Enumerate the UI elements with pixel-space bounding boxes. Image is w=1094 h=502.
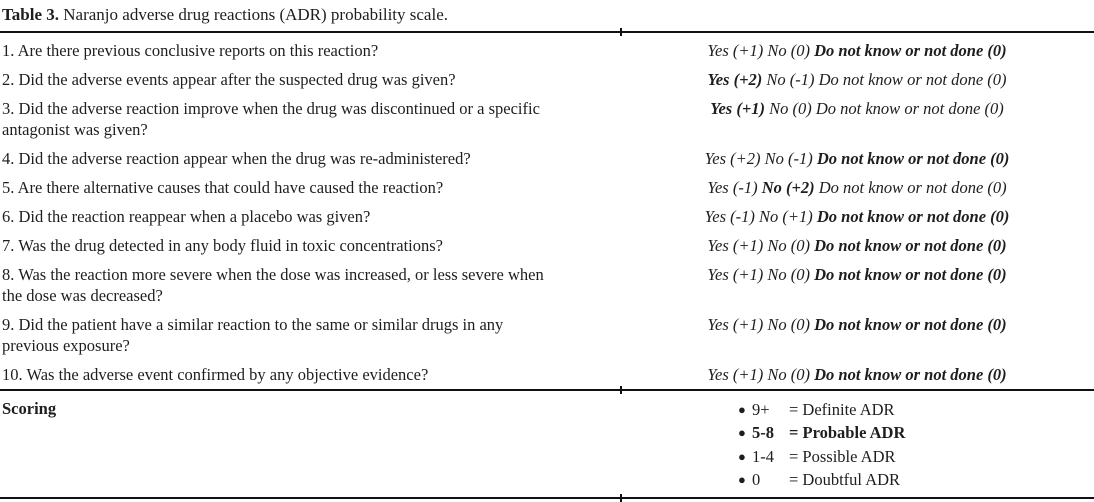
answer-option: No (0)	[767, 365, 810, 384]
table-number: Table 3.	[2, 5, 60, 24]
answer-options: Yes (-1) No (+2) Do not know or not done…	[620, 177, 1094, 198]
table-caption: Table 3. Naranjo adverse drug reactions …	[0, 0, 1094, 31]
answer-option: Do not know or not done (0)	[814, 315, 1007, 334]
answer-option: Yes (+1)	[707, 315, 764, 334]
score-range: 1-4	[752, 446, 774, 466]
answer-options: Yes (+2) No (-1) Do not know or not done…	[620, 148, 1094, 169]
question-text: 2. Did the adverse events appear after t…	[2, 70, 456, 89]
bottom-rule	[0, 493, 1094, 502]
answer-option: No (-1)	[766, 70, 815, 89]
bullet-icon: ●	[738, 401, 746, 417]
score-label: = Possible ADR	[789, 446, 896, 466]
scoring-rule	[0, 386, 1094, 394]
answer-options: Yes (+1) No (0) Do not know or not done …	[620, 98, 1094, 119]
table-row-q5: 5. Are there alternative causes that cou…	[0, 173, 1094, 202]
answer-option: No (0)	[767, 265, 810, 284]
question-text: 7. Was the drug detected in any body flu…	[2, 236, 443, 255]
answer-option: Yes (+1)	[710, 99, 765, 118]
scoring-heading: Scoring	[2, 398, 57, 418]
answer-option: No (+1)	[758, 207, 813, 226]
score-range: 5-8	[752, 423, 774, 442]
answer-option: Do not know or not done (0)	[814, 41, 1007, 60]
answer-option: Yes (+1)	[707, 265, 764, 284]
answer-option: Do not know or not done (0)	[816, 207, 1010, 226]
answer-options: Yes (-1) No (+1) Do not know or not done…	[620, 206, 1094, 227]
answer-option: Yes (-1)	[707, 178, 758, 197]
column-divider-tick	[620, 386, 622, 394]
answer-option: Do not know or not done (0)	[815, 99, 1004, 118]
table-row-q1: 1. Are there previous conclusive reports…	[0, 36, 1094, 65]
table-row-q10: 10. Was the adverse event confirmed by a…	[0, 360, 1094, 389]
table-row-q9: 9. Did the patient have a similar reacti…	[0, 310, 1094, 360]
table-row-q7: 7. Was the drug detected in any body flu…	[0, 231, 1094, 260]
answer-option: Yes (+2)	[704, 149, 761, 168]
question-text: 5. Are there alternative causes that cou…	[2, 178, 444, 197]
scoring-item: ● 5-8 = Probable ADR	[738, 421, 1094, 445]
question-text: 10. Was the adverse event confirmed by a…	[2, 365, 429, 384]
question-text: 8. Was the reaction more severe when the…	[2, 265, 544, 305]
question-text: 4. Did the adverse reaction appear when …	[2, 149, 471, 168]
table-row-q2: 2. Did the adverse events appear after t…	[0, 65, 1094, 94]
question-text: 6. Did the reaction reappear when a plac…	[2, 207, 371, 226]
bullet-icon: ●	[738, 472, 746, 487]
table-row-q4: 4. Did the adverse reaction appear when …	[0, 144, 1094, 173]
answer-options: Yes (+1) No (0) Do not know or not done …	[620, 264, 1094, 285]
answer-option: Yes (+1)	[707, 365, 764, 384]
answer-option: Yes (-1)	[704, 207, 755, 226]
table-row-q8: 8. Was the reaction more severe when the…	[0, 260, 1094, 310]
answer-option: No (0)	[767, 41, 810, 60]
score-label: = Probable ADR	[789, 423, 906, 442]
score-label: = Doubtful ADR	[789, 470, 901, 489]
answer-options: Yes (+1) No (0) Do not know or not done …	[620, 364, 1094, 385]
answer-option: Do not know or not done (0)	[814, 236, 1007, 255]
table-row-q3: 3. Did the adverse reaction improve when…	[0, 94, 1094, 144]
score-range: 0	[752, 470, 761, 489]
questions-list: 1. Are there previous conclusive reports…	[0, 33, 1094, 389]
answer-option: Do not know or not done (0)	[816, 149, 1010, 168]
header-rule	[0, 28, 1094, 36]
answer-option: Yes (+2)	[707, 70, 763, 89]
question-text: 1. Are there previous conclusive reports…	[2, 41, 379, 60]
answer-option: Do not know or not done (0)	[814, 365, 1007, 384]
column-divider-tick	[620, 493, 622, 502]
answer-option: Yes (+1)	[707, 236, 764, 255]
bullet-icon: ●	[738, 448, 746, 464]
score-range: 9+	[752, 399, 770, 419]
scoring-item: ● 9+ = Definite ADR	[738, 398, 1094, 422]
answer-options: Yes (+1) No (0) Do not know or not done …	[620, 40, 1094, 61]
answer-option: Do not know or not done (0)	[818, 70, 1007, 89]
answer-option: Do not know or not done (0)	[814, 265, 1007, 284]
scoring-section: Scoring ● 9+ = Definite ADR ● 5-8 = Probable …	[0, 391, 1094, 497]
question-text: 9. Did the patient have a similar reacti…	[2, 315, 504, 355]
answer-option: No (0)	[767, 236, 810, 255]
answer-option: No (-1)	[764, 149, 813, 168]
answer-option: Do not know or not done (0)	[818, 178, 1007, 197]
answer-option: No (0)	[769, 99, 812, 118]
score-label: = Definite ADR	[789, 399, 895, 419]
scoring-item: ● 1-4 = Possible ADR	[738, 445, 1094, 469]
scoring-item: ● 0 = Doubtful ADR	[738, 468, 1094, 492]
column-divider-tick	[620, 28, 622, 36]
bullet-icon: ●	[738, 425, 746, 440]
answer-options: Yes (+1) No (0) Do not know or not done …	[620, 314, 1094, 335]
question-text: 3. Did the adverse reaction improve when…	[2, 99, 540, 139]
scoring-legend: ● 9+ = Definite ADR ● 5-8 = Probable ADR ● 1-4 =…	[620, 398, 1094, 492]
answer-options: Yes (+2) No (-1) Do not know or not done…	[620, 69, 1094, 90]
answer-options: Yes (+1) No (0) Do not know or not done …	[620, 235, 1094, 256]
answer-option: No (+2)	[761, 178, 815, 197]
table-row-q6: 6. Did the reaction reappear when a plac…	[0, 202, 1094, 231]
answer-option: No (0)	[767, 315, 810, 334]
table-title: Naranjo adverse drug reactions (ADR) pro…	[63, 5, 448, 24]
answer-option: Yes (+1)	[707, 41, 764, 60]
